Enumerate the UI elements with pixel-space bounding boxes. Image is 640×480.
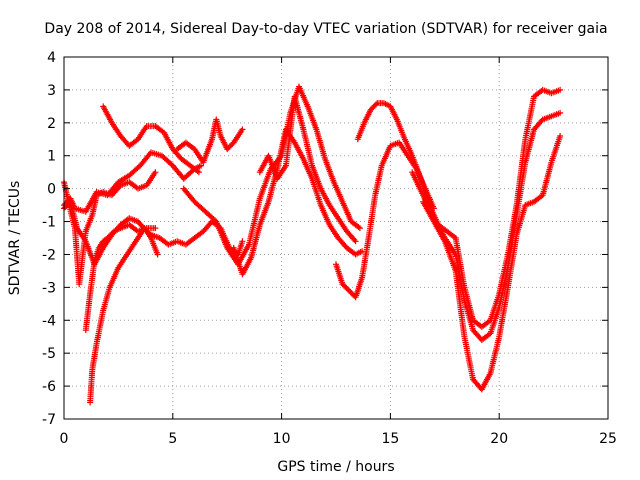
x-tick-label: 5: [168, 431, 177, 447]
x-axis-label: GPS time / hours: [277, 459, 394, 475]
x-tick-label: 10: [273, 431, 291, 447]
x-axis: 0 5 10 15 20 25: [60, 57, 617, 447]
data-point-markers: [420, 133, 564, 393]
y-tick-label: -4: [42, 313, 56, 329]
y-axis: -7 -6 -5 -4 -3 -2 -1 0 1 2 3 4: [42, 50, 608, 428]
y-tick-label: -3: [42, 280, 56, 296]
y-tick-label: -5: [42, 346, 56, 362]
grid: [64, 57, 608, 419]
y-tick-label: -2: [42, 247, 56, 263]
y-tick-label: -7: [42, 412, 56, 428]
data-point-markers: [256, 93, 359, 245]
x-tick-label: 25: [599, 431, 617, 447]
series-track-i: [230, 126, 366, 278]
y-tick-label: 4: [47, 50, 56, 66]
series-layer: [61, 83, 564, 406]
series-track-c: [174, 116, 246, 166]
y-tick-label: -1: [42, 215, 56, 231]
series-track-g: [87, 225, 161, 406]
data-point-markers: [87, 225, 161, 406]
y-axis-label: SDTVAR / TECUs: [7, 181, 23, 296]
y-tick-label: 0: [47, 182, 56, 198]
x-tick-label: 15: [381, 431, 399, 447]
x-tick-label: 0: [60, 431, 69, 447]
y-tick-label: 3: [47, 83, 56, 99]
chart-title: Day 208 of 2014, Sidereal Day-to-day VTE…: [44, 21, 607, 37]
series-track-b: [100, 103, 202, 176]
data-point-markers: [100, 103, 202, 176]
series-track-n: [420, 133, 564, 393]
y-tick-label: -6: [42, 379, 56, 395]
data-point-markers: [230, 126, 366, 278]
data-point-markers: [174, 116, 246, 166]
y-tick-label: 1: [47, 149, 56, 165]
plot-frame: [63, 56, 609, 420]
y-tick-label: 2: [47, 116, 56, 132]
series-track-j: [256, 93, 359, 245]
x-tick-label: 20: [490, 431, 508, 447]
